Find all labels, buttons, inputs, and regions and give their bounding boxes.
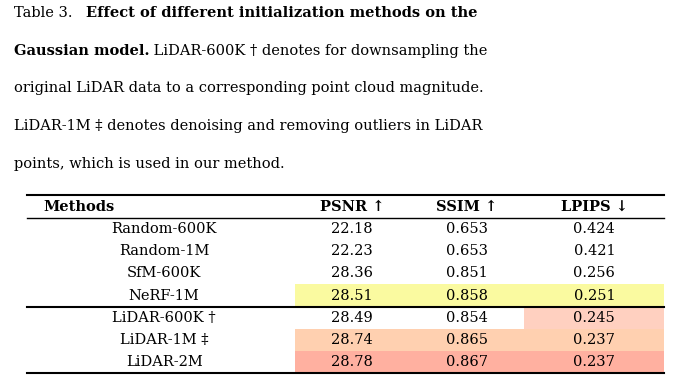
- Text: 28.36: 28.36: [331, 266, 373, 280]
- Text: 22.23: 22.23: [332, 244, 373, 258]
- Bar: [295, 284, 410, 307]
- Text: 0.858: 0.858: [446, 289, 488, 303]
- Text: 22.18: 22.18: [332, 222, 373, 236]
- Bar: [524, 329, 664, 351]
- Text: LiDAR-2M: LiDAR-2M: [125, 355, 203, 369]
- Bar: [410, 329, 524, 351]
- Text: 0.256: 0.256: [574, 266, 615, 280]
- Text: 0.421: 0.421: [574, 244, 615, 258]
- Text: Random-600K: Random-600K: [111, 222, 217, 236]
- Bar: [410, 284, 524, 307]
- Text: 0.653: 0.653: [446, 244, 488, 258]
- Text: 0.653: 0.653: [446, 222, 488, 236]
- Text: 0.245: 0.245: [574, 311, 615, 325]
- Text: original LiDAR data to a corresponding point cloud magnitude.: original LiDAR data to a corresponding p…: [14, 81, 483, 95]
- Bar: [295, 329, 410, 351]
- Text: 0.424: 0.424: [574, 222, 615, 236]
- Text: Random-1M: Random-1M: [119, 244, 210, 258]
- Text: NeRF-1M: NeRF-1M: [129, 289, 199, 303]
- Text: Table 3.: Table 3.: [14, 6, 86, 20]
- Text: Methods: Methods: [43, 200, 115, 214]
- Text: LiDAR-600K †: LiDAR-600K †: [113, 311, 216, 325]
- Text: LPIPS ↓: LPIPS ↓: [561, 200, 628, 214]
- Text: Effect of different initialization methods on the: Effect of different initialization metho…: [86, 6, 477, 20]
- Text: SSIM ↑: SSIM ↑: [436, 200, 498, 214]
- Text: 0.237: 0.237: [574, 333, 615, 347]
- Text: 0.854: 0.854: [446, 311, 487, 325]
- Text: 0.851: 0.851: [446, 266, 487, 280]
- Bar: [524, 351, 664, 373]
- Bar: [524, 284, 664, 307]
- Bar: [524, 307, 664, 329]
- Text: PSNR ↑: PSNR ↑: [320, 200, 384, 214]
- Text: 28.74: 28.74: [332, 333, 373, 347]
- Text: 0.865: 0.865: [446, 333, 488, 347]
- Bar: [295, 351, 410, 373]
- Text: LiDAR-1M ‡: LiDAR-1M ‡: [120, 333, 208, 347]
- Text: 0.237: 0.237: [574, 355, 615, 369]
- Text: points, which is used in our method.: points, which is used in our method.: [14, 157, 284, 171]
- Text: LiDAR-1M ‡ denotes denoising and removing outliers in LiDAR: LiDAR-1M ‡ denotes denoising and removin…: [14, 119, 482, 133]
- Text: 0.251: 0.251: [574, 289, 615, 303]
- Text: 28.49: 28.49: [332, 311, 373, 325]
- Bar: [410, 351, 524, 373]
- Text: LiDAR-600K † denotes for downsampling the: LiDAR-600K † denotes for downsampling th…: [149, 44, 487, 58]
- Text: 28.51: 28.51: [332, 289, 373, 303]
- Text: 0.867: 0.867: [446, 355, 488, 369]
- Text: 28.78: 28.78: [332, 355, 373, 369]
- Text: Gaussian model.: Gaussian model.: [14, 44, 149, 58]
- Text: SfM-600K: SfM-600K: [127, 266, 201, 280]
